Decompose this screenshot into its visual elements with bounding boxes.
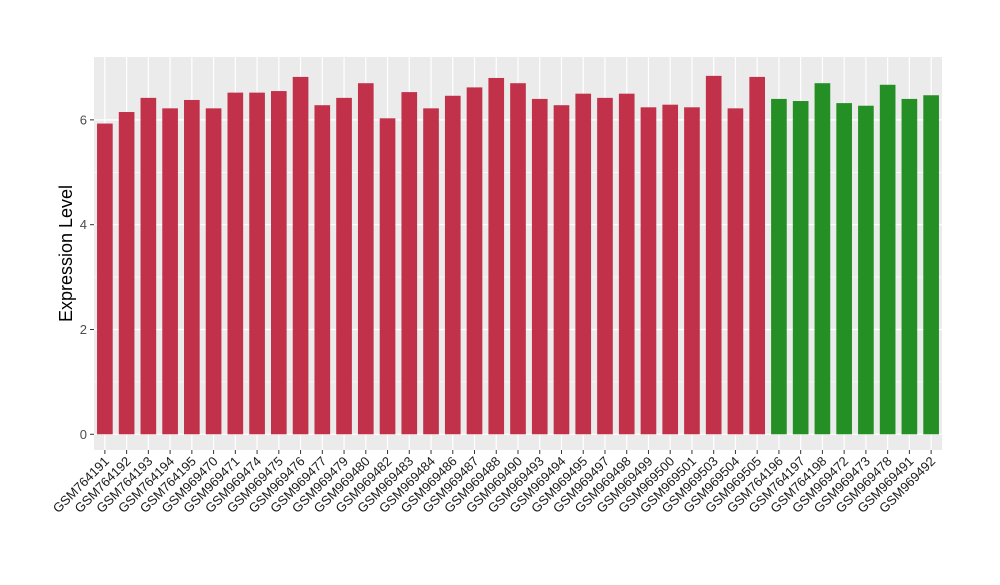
x-axis: GSM764191GSM764192GSM764193GSM764194GSM7… [50,450,938,516]
y-tick-label: 6 [80,112,87,127]
bar-GSM764198 [814,83,831,435]
bar-GSM969500 [662,104,679,435]
bar-GSM764192 [118,112,135,435]
bar-GSM969488 [488,77,505,435]
y-tick-label: 0 [80,427,87,442]
bar-GSM764195 [184,99,200,435]
bar-GSM969474 [249,92,265,435]
bar-GSM969503 [705,75,722,435]
y-tick-label: 4 [80,217,87,232]
bar-GSM969504 [727,108,744,435]
bar-GSM764191 [97,123,113,435]
bars [97,75,939,435]
bar-GSM969499 [640,107,657,435]
bar-GSM969484 [423,108,439,435]
bar-GSM969491 [901,98,918,435]
bar-GSM969483 [401,92,418,435]
bar-GSM969494 [553,105,570,435]
bar-GSM969493 [531,98,548,435]
bar-GSM969490 [510,83,526,435]
bar-GSM969497 [597,97,613,435]
bar-GSM969477 [314,105,331,435]
bar-GSM969478 [879,84,896,435]
bar-GSM969470 [205,108,222,435]
bar-GSM969505 [749,76,766,435]
bar-GSM969498 [618,93,635,435]
bar-GSM969476 [292,76,309,435]
bar-GSM969471 [227,92,244,435]
bar-GSM969495 [575,93,592,435]
bar-GSM764197 [792,101,809,435]
bar-GSM969492 [923,95,939,435]
bar-GSM969475 [270,91,287,435]
bar-GSM969501 [684,107,700,435]
bar-GSM969479 [336,97,352,435]
bar-GSM969487 [466,87,483,435]
y-axis-label: Expression Level [56,185,76,322]
bar-GSM969473 [858,105,874,435]
bar-GSM764196 [771,98,787,435]
bar-GSM969486 [444,95,461,435]
bar-GSM969480 [357,83,374,435]
bar-GSM764193 [140,97,157,435]
bar-GSM969472 [836,103,852,435]
bar-GSM969482 [379,118,396,435]
bar-GSM764194 [162,108,178,435]
y-tick-label: 2 [80,322,87,337]
y-axis: 0 2 4 6 [80,112,94,442]
